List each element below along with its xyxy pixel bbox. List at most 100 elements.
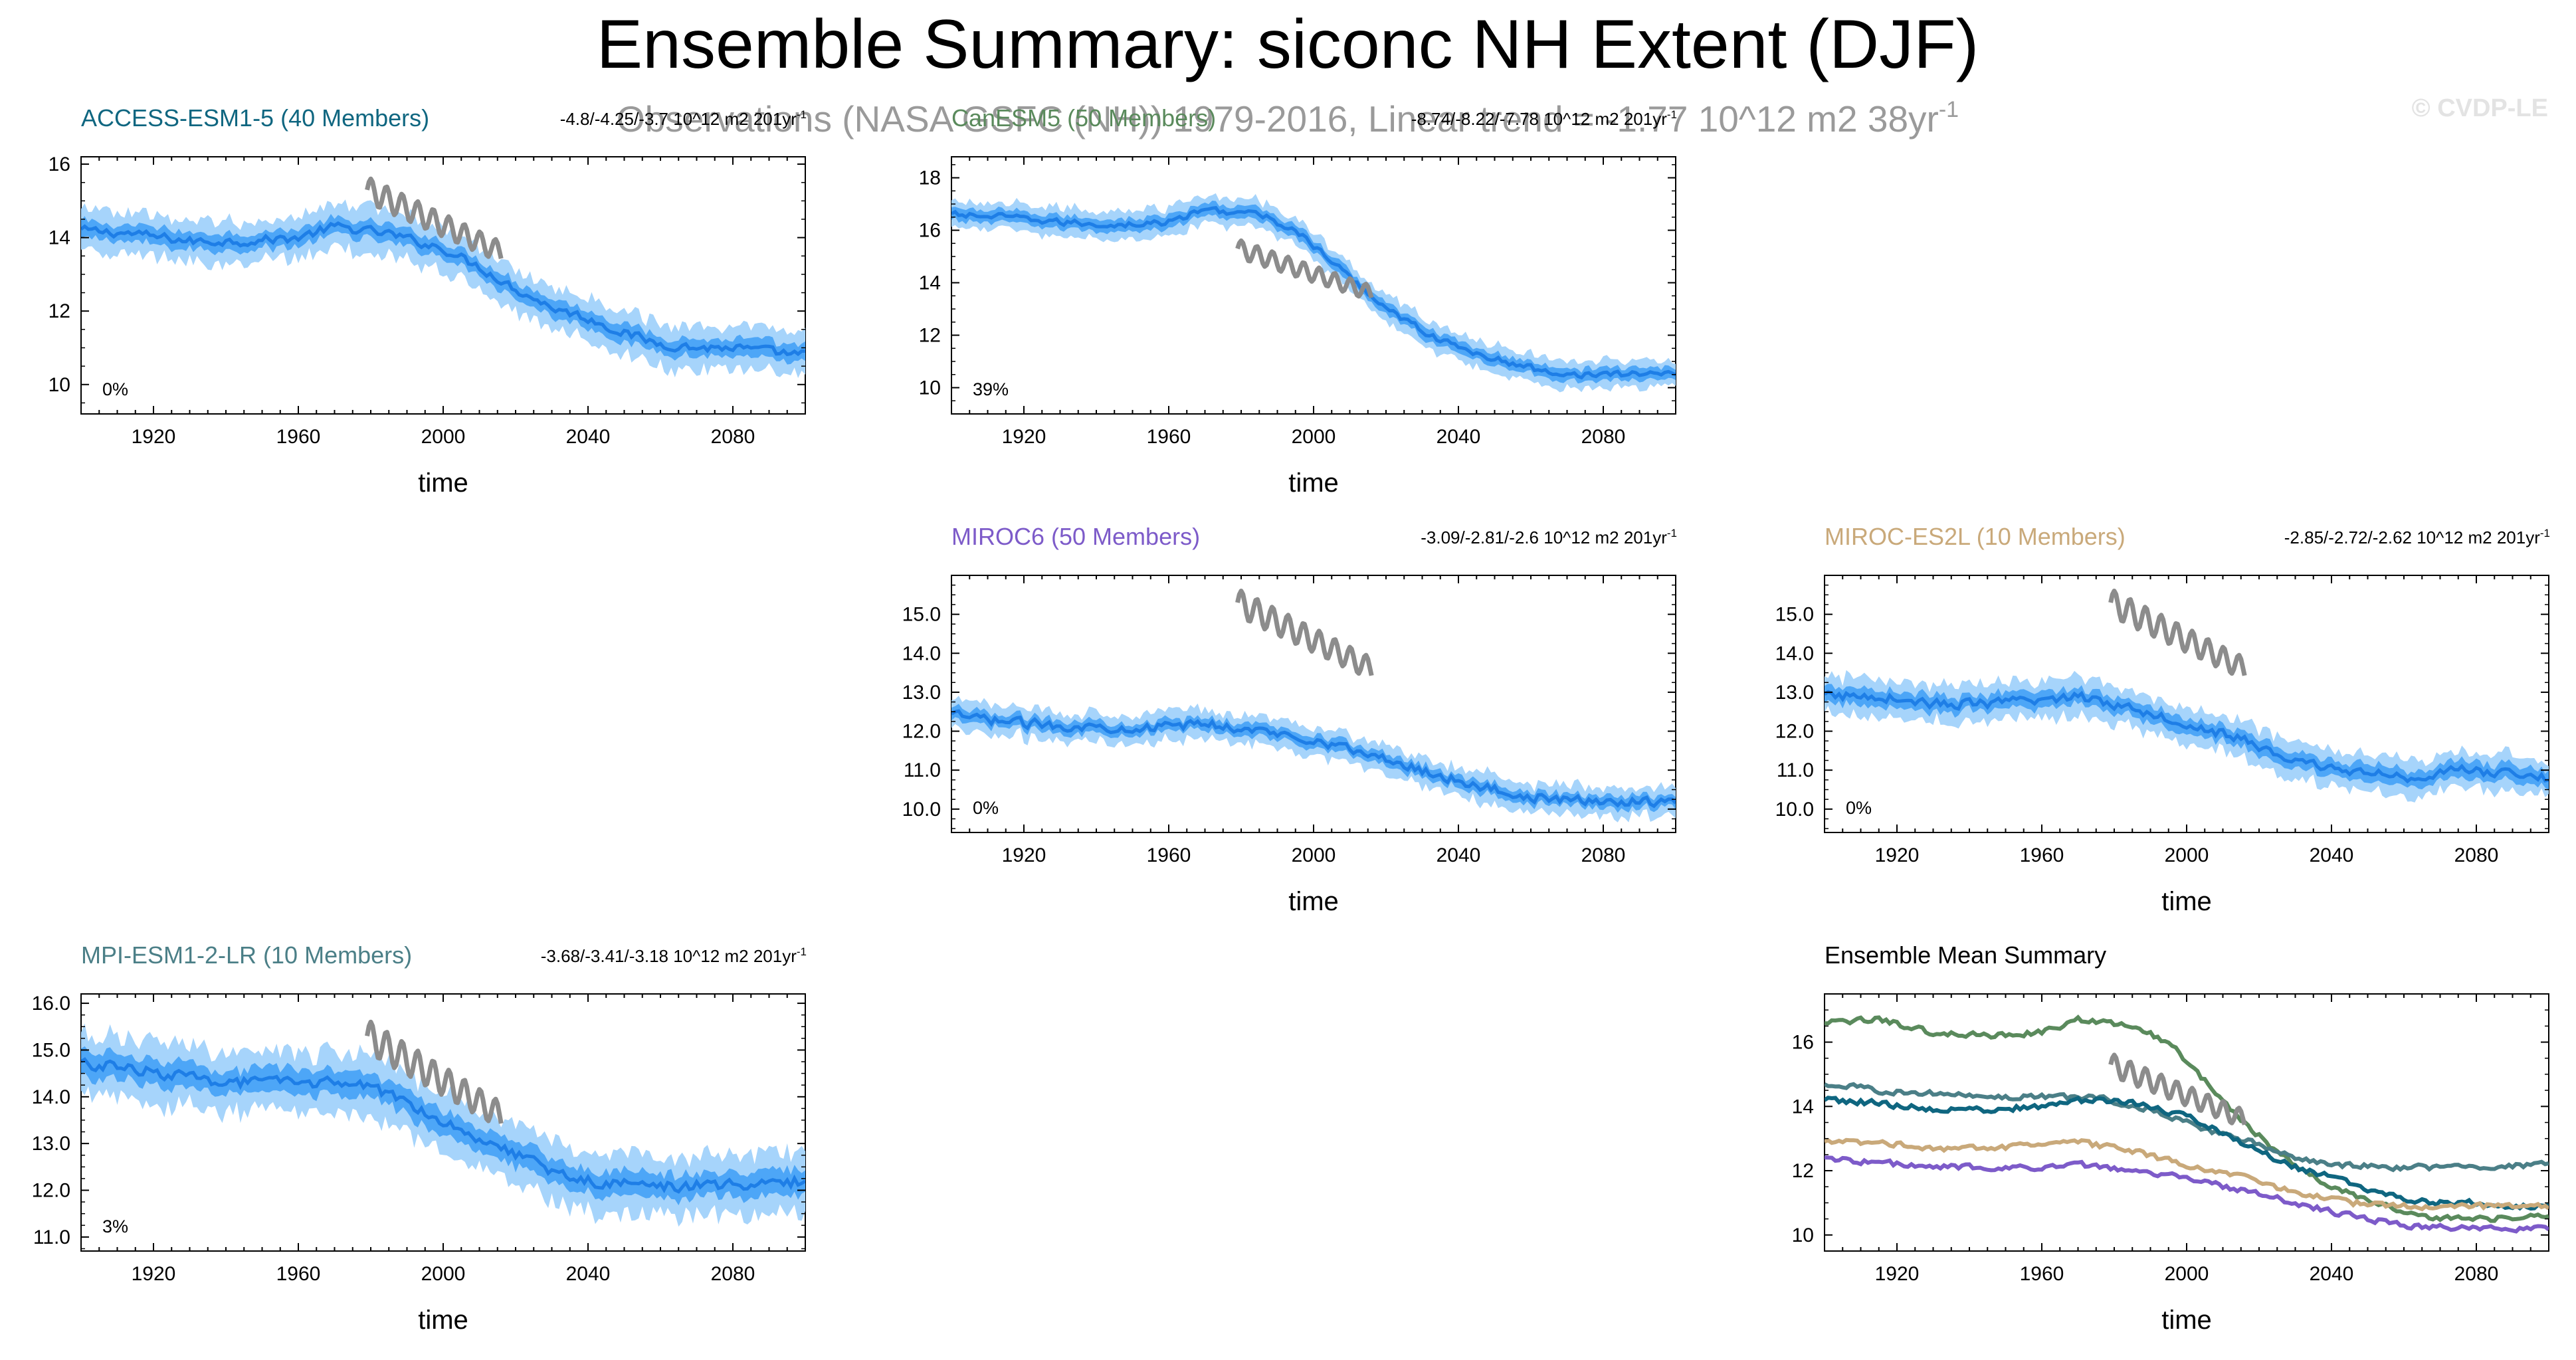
x-tick-label: 2040 — [566, 1263, 611, 1285]
trend-label: -3.68/-3.41/-3.18 10^12 m2 201yr-1 — [541, 945, 807, 966]
trend-superscript: -1 — [1667, 108, 1677, 121]
x-tick-label: 1960 — [276, 1263, 321, 1285]
x-tick-label: 2080 — [2454, 1263, 2499, 1285]
trend-label: -3.09/-2.81/-2.6 10^12 m2 201yr-1 — [1421, 527, 1677, 547]
trend-text: -3.68/-3.41/-3.18 10^12 m2 201yr — [541, 946, 797, 966]
y-tick-label: 10.0 — [902, 799, 941, 821]
y-tick-label: 18 — [919, 167, 941, 189]
y-tick-label: 12.0 — [902, 721, 941, 743]
y-tick-label: 12.0 — [32, 1180, 70, 1202]
panel-summary: Ensemble Mean Summary 1920 1960 2000 2040 208… — [1792, 941, 2549, 1335]
y-tick-label: 12 — [49, 300, 70, 322]
plot-data — [951, 193, 1676, 393]
x-tick-label: 1960 — [2020, 844, 2064, 866]
x-tick-label: 2080 — [1581, 426, 1626, 448]
y-tick-label: 15.0 — [902, 604, 941, 626]
trend-text: -2.85/-2.72/-2.62 10^12 m2 201yr — [2284, 528, 2540, 547]
panel-mirocesl: MIROC-ES2L (10 Members) -2.85/-2.72/-2.62… — [1775, 523, 2550, 916]
inner-spread-band — [81, 214, 805, 365]
x-axis-label: time — [418, 1306, 468, 1335]
y-tick-label: 14.0 — [902, 642, 941, 664]
x-tick-label: 1920 — [1875, 844, 1920, 866]
trend-text: -4.8/-4.25/-3.7 10^12 m2 201yr — [560, 109, 797, 129]
x-tick-label: 2000 — [1292, 426, 1336, 448]
x-tick-label: 2000 — [421, 426, 466, 448]
x-tick-label: 2000 — [1292, 844, 1336, 866]
x-axis-label: time — [2161, 887, 2212, 916]
x-axis-label: time — [2161, 1306, 2212, 1335]
x-tick-label: 2000 — [2165, 1263, 2209, 1285]
trend-label: -8.74/-8.22/-7.78 10^12 m2 201yr-1 — [1411, 108, 1677, 129]
observation-line — [1235, 238, 1374, 299]
y-tick-label: 10 — [919, 377, 941, 399]
panel-title: ACCESS-ESM1-5 (40 Members) — [81, 104, 429, 132]
y-tick-label: 12 — [919, 325, 941, 347]
observation-line — [2108, 1052, 2247, 1125]
y-tick-label: 16.0 — [32, 993, 70, 1015]
y-tick-label: 11.0 — [1777, 759, 1814, 781]
x-axis-label: time — [1288, 468, 1339, 498]
plot-area — [1824, 993, 2549, 1252]
observations-label: Observations (NASA GSFC (NH)) 1979-2016,… — [617, 97, 1959, 140]
x-tick-label: 1920 — [132, 1263, 176, 1285]
x-axis-label: time — [1288, 887, 1339, 916]
y-tick-label: 12.0 — [1775, 721, 1814, 743]
x-tick-label: 2040 — [566, 426, 611, 448]
percent-label: 0% — [102, 379, 128, 399]
x-tick-label: 2040 — [2310, 1263, 2354, 1285]
plot-data — [1825, 1014, 2549, 1234]
x-tick-label: 1920 — [1002, 426, 1046, 448]
panel-access: ACCESS-ESM1-5 (40 Members) -4.8/-4.25/-3.… — [49, 104, 807, 498]
panel-title: Ensemble Mean Summary — [1825, 941, 2106, 969]
series-line-miroc6 — [1825, 1155, 2549, 1234]
trend-label: -2.85/-2.72/-2.62 10^12 m2 201yr-1 — [2284, 527, 2550, 547]
trend-text: -8.74/-8.22/-7.78 10^12 m2 201yr — [1411, 109, 1667, 129]
plot-area — [80, 156, 806, 415]
y-tick-label: 12 — [1792, 1160, 1814, 1182]
plot-data — [1825, 670, 2549, 803]
x-axis-label: time — [418, 468, 468, 498]
observation-line — [365, 1019, 504, 1124]
y-tick-label: 16 — [1792, 1032, 1814, 1054]
panel-mpi: MPI-ESM1-2-LR (10 Members) -3.68/-3.41/-3… — [32, 941, 807, 1335]
trend-superscript: -1 — [2540, 527, 2550, 539]
observation-line — [1235, 589, 1374, 676]
panel-title: MIROC6 (50 Members) — [951, 523, 1200, 550]
x-tick-label: 2040 — [1437, 844, 1481, 866]
observations-superscript: -1 — [1939, 97, 1959, 122]
panel-miroc6: MIROC6 (50 Members) -3.09/-2.81/-2.6 10^1… — [902, 523, 1677, 916]
plot-data — [81, 1023, 805, 1227]
panel-title: MIROC-ES2L (10 Members) — [1825, 523, 2126, 550]
x-tick-label: 2040 — [1437, 426, 1481, 448]
x-tick-label: 1920 — [1002, 844, 1046, 866]
series-line-access — [1825, 1096, 2549, 1211]
y-tick-label: 14 — [1792, 1096, 1814, 1117]
y-tick-label: 16 — [919, 220, 941, 242]
y-tick-label: 10 — [49, 374, 70, 396]
panel-title: CanESM5 (50 Members) — [951, 104, 1216, 132]
observations-text: Observations (NASA GSFC (NH)) 1979-2016,… — [617, 98, 1939, 140]
trend-superscript: -1 — [797, 108, 807, 121]
observation-line — [2108, 589, 2247, 676]
y-tick-label: 14 — [919, 272, 941, 294]
ensemble-mean-line — [1825, 690, 2549, 784]
x-tick-label: 2080 — [1581, 844, 1626, 866]
ensemble-mean-line — [951, 709, 1676, 809]
y-tick-label: 13.0 — [902, 682, 941, 704]
x-tick-label: 2080 — [2454, 844, 2499, 866]
y-tick-label: 13.0 — [1775, 682, 1814, 704]
panel-title: MPI-ESM1-2-LR (10 Members) — [81, 941, 412, 969]
series-line-mpi — [1825, 1082, 2549, 1173]
trend-superscript: -1 — [1667, 527, 1677, 539]
percent-label: 0% — [1846, 798, 1872, 818]
y-tick-label: 11.0 — [904, 759, 941, 781]
x-tick-label: 2000 — [421, 1263, 466, 1285]
percent-label: 39% — [973, 379, 1009, 399]
trend-superscript: -1 — [797, 945, 807, 958]
panels: ACCESS-ESM1-5 (40 Members) -4.8/-4.25/-3.… — [32, 104, 2550, 1335]
y-tick-label: 14.0 — [1775, 642, 1814, 664]
series-line-mirocesl — [1825, 1137, 2549, 1212]
percent-label: 3% — [102, 1216, 128, 1236]
ensemble-mean-line — [81, 1057, 805, 1194]
